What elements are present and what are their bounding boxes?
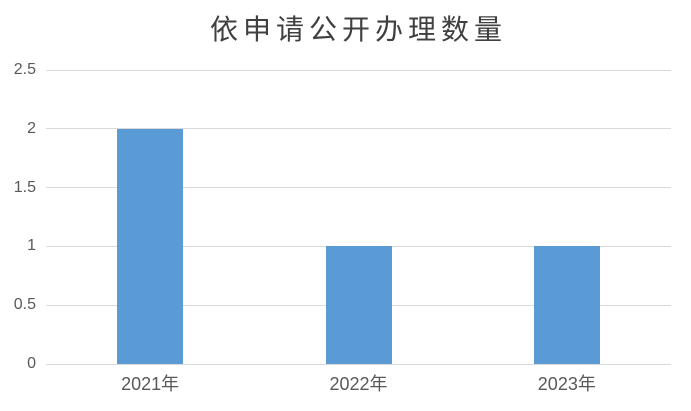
x-axis-line bbox=[46, 363, 671, 365]
gridline bbox=[46, 128, 671, 130]
y-axis-tick-label: 2 bbox=[27, 119, 36, 137]
x-axis-category-label: 2023年 bbox=[537, 374, 596, 394]
x-axis-category-label: 2022年 bbox=[329, 374, 388, 394]
y-axis-tick-label: 1.5 bbox=[13, 178, 36, 196]
bar-2022年 bbox=[325, 246, 392, 364]
gridline bbox=[46, 187, 671, 189]
chart-title: 依申请公开办理数量 bbox=[209, 13, 507, 46]
bar-2021年 bbox=[117, 128, 184, 364]
gridline bbox=[46, 69, 671, 71]
y-axis-tick-label: 1 bbox=[27, 237, 36, 255]
bar-2023年 bbox=[533, 246, 600, 364]
y-axis-tick-label: 2.5 bbox=[13, 61, 36, 78]
y-axis-tick-label: 0.5 bbox=[13, 296, 36, 314]
y-axis-tick-label: 0 bbox=[27, 355, 36, 372]
x-axis-category-label: 2021年 bbox=[121, 374, 180, 394]
